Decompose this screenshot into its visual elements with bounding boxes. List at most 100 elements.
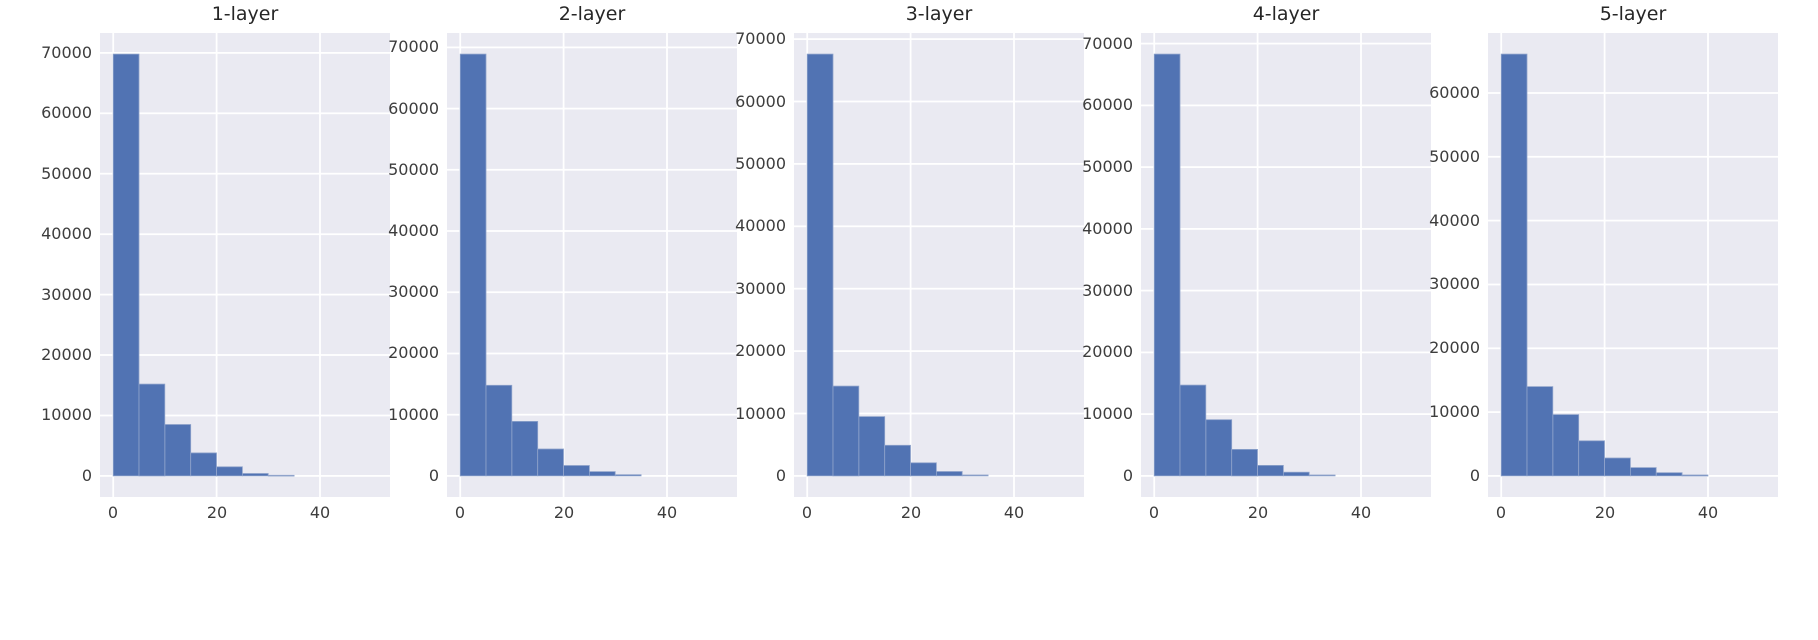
histogram-bar	[1526, 386, 1554, 477]
gridline-horizontal	[447, 230, 737, 232]
histogram-bar	[806, 53, 834, 477]
histogram-bar	[858, 416, 886, 477]
gridline-horizontal	[1141, 166, 1431, 168]
histogram-bar	[1655, 472, 1683, 477]
subplot-5-layer-plot-area	[1488, 33, 1778, 497]
x-tick-label: 0	[801, 503, 813, 522]
gridline-horizontal	[1141, 228, 1431, 230]
y-tick-label: 40000	[388, 221, 439, 240]
y-tick-label: 10000	[41, 405, 92, 424]
y-tick-label: 20000	[41, 345, 92, 364]
gridline-horizontal	[1488, 283, 1778, 286]
histogram-bar	[1578, 440, 1605, 477]
histogram-bar	[1179, 384, 1207, 477]
gridline-horizontal	[447, 107, 737, 110]
histogram-bar	[1629, 467, 1657, 477]
y-tick-label: 60000	[1082, 95, 1133, 114]
gridline-vertical	[319, 33, 321, 497]
y-tick-label: 10000	[1429, 402, 1480, 421]
histogram-bar	[588, 471, 616, 477]
x-tick-label: 40	[656, 503, 678, 522]
x-tick-label: 0	[1148, 503, 1160, 522]
gridline-vertical	[562, 33, 565, 497]
gridline-horizontal	[1488, 92, 1778, 94]
y-tick-label: 70000	[735, 29, 786, 48]
gridline-horizontal	[794, 100, 1084, 103]
histogram-bar	[614, 474, 642, 477]
gridline-horizontal	[100, 233, 390, 236]
y-tick-label: 40000	[1429, 211, 1480, 230]
histogram-bar	[1681, 474, 1709, 477]
y-tick-label: 20000	[1429, 338, 1480, 357]
gridline-horizontal	[794, 38, 1084, 40]
y-tick-label: 60000	[388, 99, 439, 118]
gridline-horizontal	[1488, 347, 1778, 350]
histogram-bar	[1282, 471, 1310, 477]
y-tick-label: 50000	[388, 160, 439, 179]
gridline-horizontal	[1141, 413, 1431, 415]
gridline-vertical	[215, 33, 218, 497]
histogram-bar	[832, 385, 860, 477]
histogram-bar	[935, 471, 963, 477]
histogram-bar	[112, 53, 140, 477]
gridline-horizontal	[447, 291, 737, 294]
histogram-bar	[1205, 419, 1233, 477]
subplot-title-4-layer: 4-layer	[1252, 3, 1320, 25]
histogram-bar	[485, 384, 513, 477]
subplot-1-layer-plot-area	[100, 33, 390, 497]
histogram-bar	[884, 444, 911, 477]
gridline-horizontal	[100, 354, 390, 356]
x-tick-label: 20	[1594, 503, 1616, 522]
y-tick-label: 60000	[735, 92, 786, 111]
x-tick-label: 0	[454, 503, 466, 522]
y-tick-label: 0	[775, 466, 786, 485]
gridline-horizontal	[794, 287, 1084, 290]
gridline-vertical	[666, 33, 668, 497]
histogram-bar	[1308, 474, 1336, 477]
histogram-bar	[537, 448, 564, 477]
y-tick-label: 60000	[1429, 83, 1480, 102]
gridline-horizontal	[794, 412, 1084, 415]
gridline-vertical	[909, 33, 912, 497]
histogram-bar	[241, 473, 269, 477]
y-tick-label: 50000	[1082, 157, 1133, 176]
gridline-vertical	[1256, 33, 1259, 497]
gridline-horizontal	[1141, 351, 1431, 354]
histogram-bar	[1552, 414, 1580, 477]
histogram-bar	[1231, 448, 1258, 477]
histogram-bar	[1153, 53, 1181, 477]
y-tick-label: 70000	[388, 37, 439, 56]
gridline-horizontal	[1488, 219, 1778, 222]
gridline-horizontal	[447, 352, 737, 355]
gridline-horizontal	[794, 163, 1084, 165]
gridline-horizontal	[1141, 42, 1431, 45]
x-tick-label: 0	[107, 503, 119, 522]
gridline-horizontal	[100, 112, 390, 115]
y-tick-label: 50000	[41, 164, 92, 183]
histogram-bar	[1500, 53, 1528, 477]
y-tick-label: 20000	[735, 341, 786, 360]
subplot-4-layer-plot-area	[1141, 33, 1431, 497]
x-tick-label: 40	[1697, 503, 1719, 522]
x-tick-label: 20	[553, 503, 575, 522]
gridline-horizontal	[1488, 411, 1778, 413]
gridline-horizontal	[100, 293, 390, 296]
x-tick-label: 20	[206, 503, 228, 522]
histogram-bar	[961, 474, 989, 477]
y-tick-label: 30000	[1429, 274, 1480, 293]
gridline-horizontal	[100, 52, 390, 54]
gridline-horizontal	[794, 225, 1084, 228]
gridline-vertical	[1603, 33, 1606, 497]
gridline-horizontal	[100, 414, 390, 417]
y-tick-label: 30000	[388, 282, 439, 301]
gridline-horizontal	[447, 168, 737, 171]
y-tick-label: 50000	[1429, 147, 1480, 166]
y-tick-label: 40000	[41, 224, 92, 243]
gridline-horizontal	[100, 172, 390, 175]
y-tick-label: 50000	[735, 154, 786, 173]
histogram-bar	[511, 420, 539, 477]
gridline-horizontal	[447, 46, 737, 49]
y-tick-label: 30000	[1082, 281, 1133, 300]
y-tick-label: 10000	[1082, 404, 1133, 423]
